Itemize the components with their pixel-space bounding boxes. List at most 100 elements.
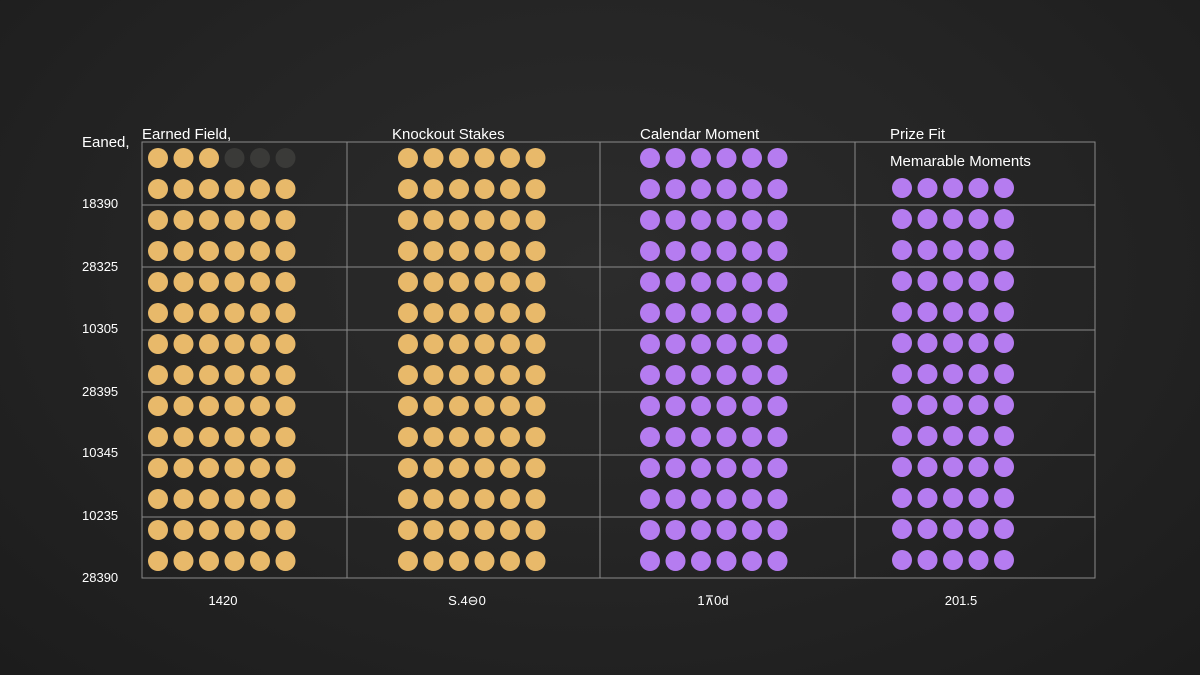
- dot-filled: [173, 334, 194, 354]
- dot-filled: [665, 489, 686, 509]
- dot-column: [640, 148, 788, 571]
- dot-filled: [994, 271, 1014, 291]
- dot-filled: [250, 241, 270, 261]
- dot-filled: [423, 551, 444, 571]
- dot-filled: [968, 271, 989, 291]
- dot-filled: [173, 427, 194, 447]
- dot-filled: [968, 333, 989, 353]
- dot-filled: [665, 365, 686, 385]
- column-title: Prize Fit: [890, 126, 946, 143]
- dot-filled: [742, 272, 762, 292]
- dot-filled: [474, 210, 495, 230]
- dot-filled: [500, 334, 520, 354]
- row-label: 28395: [82, 384, 118, 399]
- dot-filled: [767, 489, 788, 509]
- dot-filled: [742, 396, 762, 416]
- dot-filled: [449, 427, 469, 447]
- dot-filled: [173, 303, 194, 323]
- dot-filled: [525, 396, 546, 416]
- dot-filled: [892, 550, 912, 570]
- dot-filled: [742, 520, 762, 540]
- row-label: 10235: [82, 508, 118, 523]
- dot-filled: [148, 179, 168, 199]
- dot-filled: [994, 302, 1014, 322]
- dot-filled: [665, 272, 686, 292]
- dot-filled: [500, 520, 520, 540]
- dot-filled: [423, 303, 444, 323]
- dot-filled: [691, 551, 711, 571]
- dot-filled: [173, 365, 194, 385]
- dot-filled: [691, 427, 711, 447]
- column-subtitle: Memarable Moments: [890, 153, 1031, 170]
- dot-filled: [665, 396, 686, 416]
- dot-filled: [767, 551, 788, 571]
- dot-filled: [716, 458, 737, 478]
- dot-filled: [224, 210, 245, 230]
- dot-filled: [968, 302, 989, 322]
- dot-filled: [199, 365, 219, 385]
- dot-filled: [224, 520, 245, 540]
- dot-filled: [917, 457, 938, 477]
- dot-empty: [224, 148, 245, 168]
- dot-filled: [275, 241, 296, 261]
- dot-filled: [199, 241, 219, 261]
- dot-filled: [449, 365, 469, 385]
- dot-filled: [917, 395, 938, 415]
- dot-filled: [917, 240, 938, 260]
- dot-filled: [994, 488, 1014, 508]
- dot-filled: [525, 179, 546, 199]
- dot-filled: [892, 240, 912, 260]
- dot-filled: [148, 303, 168, 323]
- dot-filled: [148, 489, 168, 509]
- dot-filled: [525, 427, 546, 447]
- dot-filled: [767, 241, 788, 261]
- dot-filled: [423, 489, 444, 509]
- dot-filled: [994, 426, 1014, 446]
- dot-filled: [742, 365, 762, 385]
- dot-filled: [665, 334, 686, 354]
- dot-filled: [640, 241, 660, 261]
- dot-filled: [250, 365, 270, 385]
- dot-filled: [250, 272, 270, 292]
- dot-filled: [500, 210, 520, 230]
- dot-filled: [500, 272, 520, 292]
- dot-filled: [716, 365, 737, 385]
- dot-filled: [742, 303, 762, 323]
- dot-filled: [199, 148, 219, 168]
- dot-filled: [892, 302, 912, 322]
- row-label: 18390: [82, 196, 118, 211]
- dot-filled: [398, 427, 418, 447]
- dot-filled: [892, 209, 912, 229]
- dot-filled: [423, 210, 444, 230]
- dot-filled: [275, 427, 296, 447]
- dot-filled: [148, 148, 168, 168]
- dot-filled: [640, 272, 660, 292]
- dot-filled: [250, 334, 270, 354]
- dot-filled: [943, 178, 963, 198]
- dot-filled: [525, 520, 546, 540]
- dot-filled: [691, 489, 711, 509]
- dot-filled: [474, 148, 495, 168]
- dot-filled: [398, 458, 418, 478]
- dot-filled: [224, 272, 245, 292]
- dot-filled: [892, 333, 912, 353]
- dot-filled: [500, 241, 520, 261]
- dot-filled: [917, 209, 938, 229]
- dot-filled: [716, 520, 737, 540]
- dot-filled: [423, 396, 444, 416]
- dot-filled: [423, 458, 444, 478]
- dot-filled: [148, 272, 168, 292]
- dot-filled: [767, 179, 788, 199]
- dot-filled: [398, 148, 418, 168]
- dot-filled: [716, 179, 737, 199]
- dot-filled: [275, 489, 296, 509]
- dot-filled: [691, 458, 711, 478]
- dot-filled: [173, 179, 194, 199]
- dot-filled: [994, 240, 1014, 260]
- dot-filled: [943, 240, 963, 260]
- dot-filled: [665, 148, 686, 168]
- dot-filled: [275, 458, 296, 478]
- dot-filled: [917, 519, 938, 539]
- dot-filled: [716, 334, 737, 354]
